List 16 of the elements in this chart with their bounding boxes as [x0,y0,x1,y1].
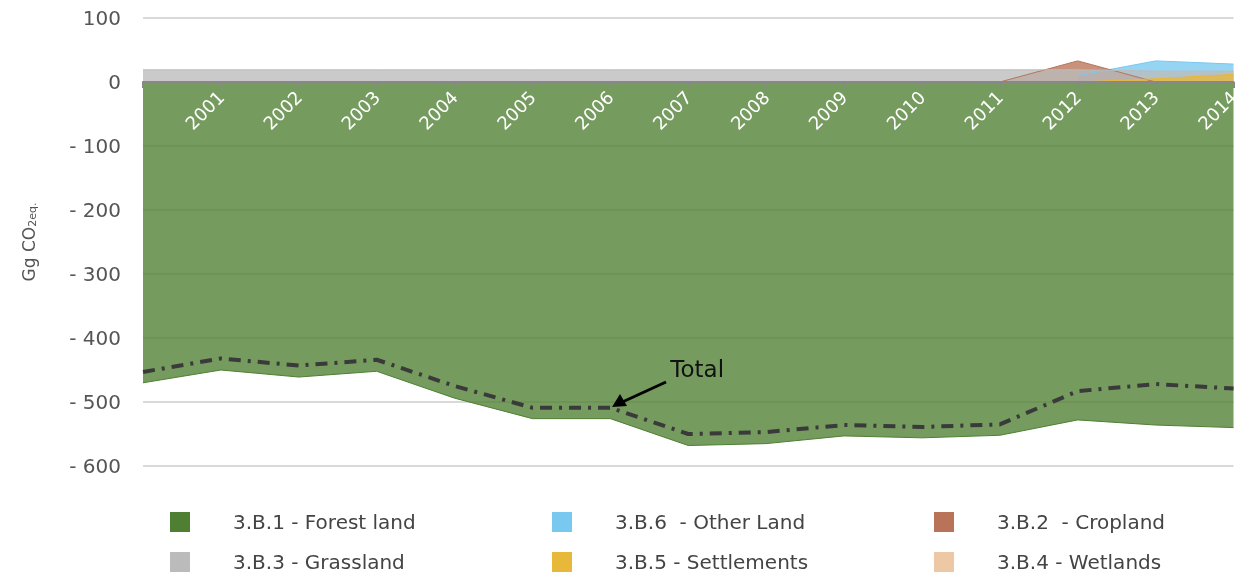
y-tick-label: - 100 [69,134,121,158]
y-tick-label: - 300 [69,262,121,286]
y-tick-label: - 200 [69,198,121,222]
legend-label: 3.B.4 - Wetlands [997,550,1162,574]
y-tick-label: - 500 [69,390,121,414]
y-tick-label: 100 [82,6,121,30]
legend-label: 3.B.1 - Forest land [233,510,416,534]
legend-label: 3.B.2 - Cropland [997,510,1166,534]
y-axis-title: Gg CO2eq. [18,202,39,282]
legend-label: 3.B.6 - Other Land [615,510,806,534]
annotation: Total [670,355,725,382]
y-tick-label: - 600 [69,454,121,478]
legend-label: 3.B.5 - Settlements [615,550,809,574]
y-tick-label: 0 [108,70,121,94]
y-tick-label: - 400 [69,326,121,350]
legend-label: 3.B.3 - Grassland [233,550,405,574]
